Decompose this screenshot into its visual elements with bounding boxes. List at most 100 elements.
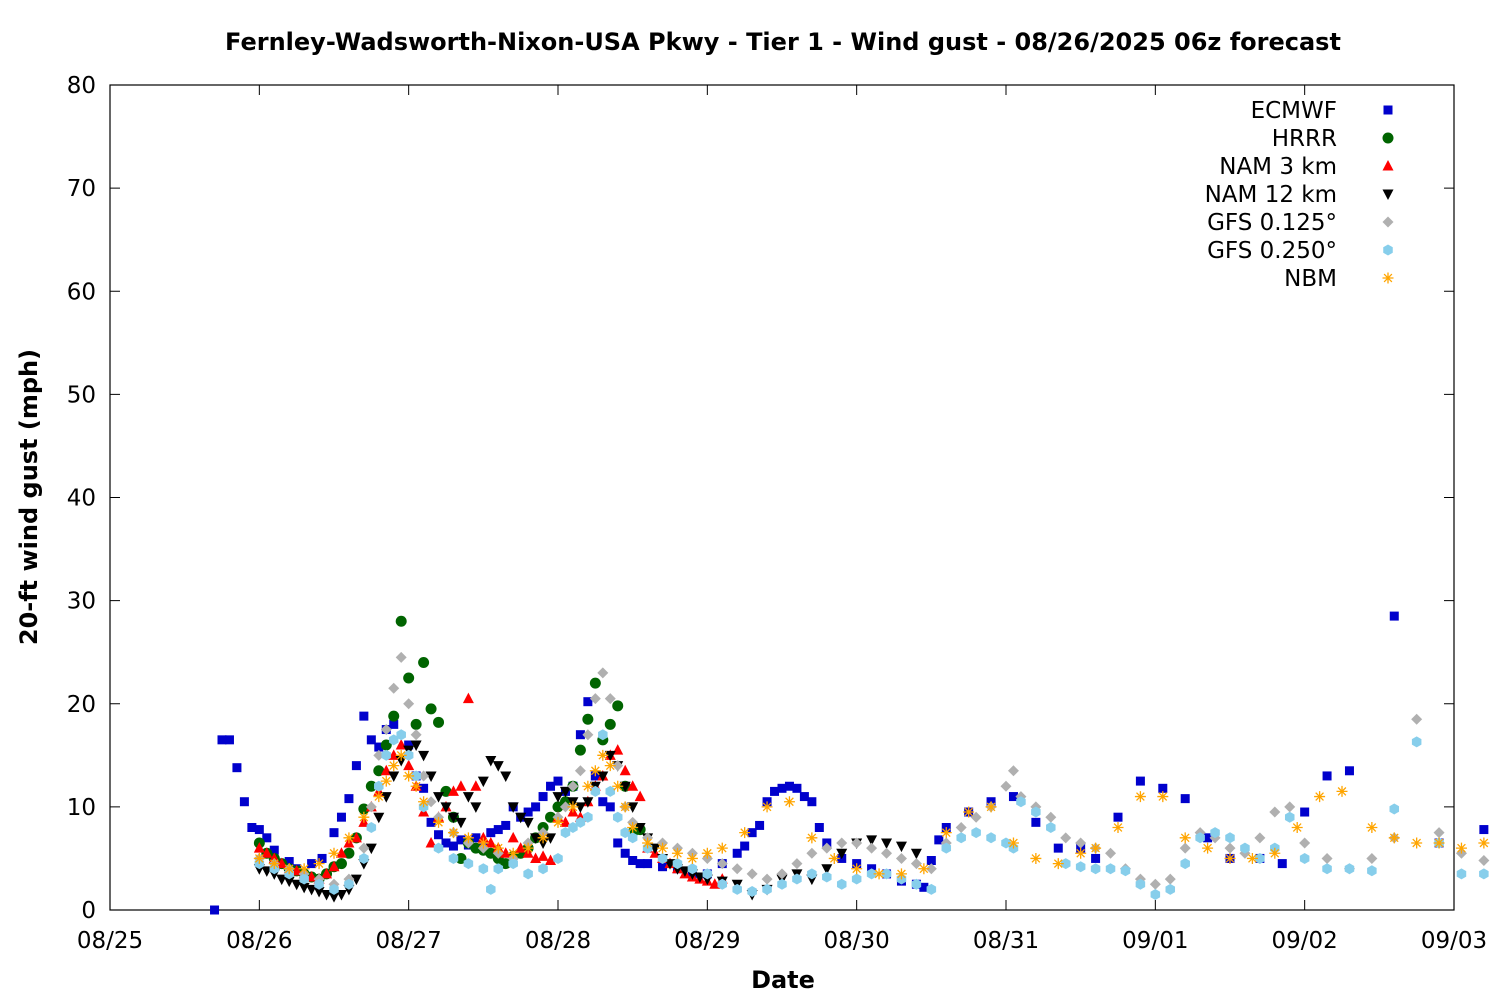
data-point [1291, 822, 1303, 833]
data-point [597, 667, 609, 679]
data-point [1479, 868, 1489, 880]
data-point [1150, 889, 1161, 901]
data-point [627, 822, 639, 833]
data-point [410, 780, 422, 792]
data-point [463, 858, 474, 870]
data-point [702, 868, 713, 880]
data-point [583, 811, 593, 823]
data-point [1135, 878, 1146, 890]
data-point [403, 698, 415, 710]
legend-label: NAM 3 km [1219, 154, 1337, 180]
x-tick-label: 08/25 [77, 928, 143, 954]
chart-title: Fernley-Wadsworth-Nixon-USA Pkwy - Tier … [225, 28, 1341, 56]
data-point [628, 856, 638, 865]
data-point [351, 761, 361, 771]
data-point [627, 802, 639, 813]
data-point [388, 710, 400, 722]
data-point [747, 885, 757, 897]
data-point [1046, 822, 1056, 833]
data-point [1052, 858, 1064, 870]
data-point [493, 863, 504, 875]
data-point [433, 716, 445, 728]
data-point [328, 847, 340, 859]
data-point [358, 811, 370, 823]
x-axis-label: Date [751, 966, 815, 994]
data-point [1001, 837, 1011, 849]
data-point [687, 863, 698, 875]
data-point [1060, 832, 1072, 844]
data-point [366, 735, 376, 745]
data-point [1321, 852, 1333, 864]
data-point [986, 832, 996, 844]
data-point [1210, 827, 1220, 839]
data-point [344, 878, 354, 890]
data-point [1164, 873, 1176, 885]
data-point [1366, 822, 1378, 833]
data-point [350, 831, 362, 843]
data-point [627, 832, 638, 844]
data-point [1284, 801, 1296, 813]
data-point [612, 760, 624, 772]
data-point [283, 863, 295, 875]
data-point [507, 802, 519, 813]
data-point [970, 811, 982, 823]
data-point [598, 729, 608, 741]
data-point [918, 863, 930, 875]
data-point [522, 817, 534, 829]
data-point [731, 863, 743, 875]
data-point [806, 832, 818, 844]
data-point [597, 771, 609, 782]
data-point [1075, 847, 1087, 859]
data-point [755, 820, 765, 830]
data-point [433, 842, 444, 854]
data-point [411, 770, 421, 782]
data-point [396, 729, 406, 741]
data-point [307, 859, 317, 869]
data-point [515, 812, 527, 824]
data-point [515, 842, 527, 853]
data-point [1075, 861, 1086, 873]
y-tick-label: 50 [67, 382, 96, 408]
data-point [1016, 796, 1026, 808]
y-tick-label: 70 [67, 176, 96, 202]
data-point [1411, 837, 1423, 849]
y-tick-label: 30 [67, 589, 96, 615]
data-point [395, 615, 407, 627]
data-point [239, 797, 249, 807]
data-point [380, 724, 392, 736]
data-point [598, 797, 608, 807]
data-point [770, 786, 780, 796]
data-point [1344, 863, 1355, 875]
data-point [523, 807, 533, 817]
data-point [895, 868, 907, 880]
data-point [1158, 783, 1168, 793]
data-point [321, 867, 333, 879]
data-point [284, 857, 294, 867]
data-point [530, 833, 542, 844]
data-point [1411, 713, 1423, 725]
legend-marker [1382, 132, 1394, 144]
data-point [343, 832, 355, 844]
data-point [1388, 832, 1400, 844]
data-point [1411, 736, 1422, 748]
data-point [671, 847, 683, 859]
y-tick-label: 20 [67, 692, 96, 718]
data-point [597, 749, 609, 761]
data-point [1165, 883, 1176, 895]
data-point [1224, 842, 1236, 854]
data-point [910, 858, 922, 870]
data-point [1455, 842, 1467, 854]
data-point [329, 883, 339, 895]
series-6 [253, 749, 1490, 880]
data-point [538, 792, 548, 802]
data-point [1336, 785, 1348, 797]
data-point [1031, 817, 1041, 827]
x-axis: 08/25 08/26 08/27 08/28 08/29 08/30 08/31 09/01… [77, 85, 1487, 954]
data-point [373, 791, 385, 803]
data-point [1180, 858, 1190, 870]
data-point [470, 780, 482, 791]
data-point [574, 802, 586, 813]
data-point [1322, 771, 1332, 781]
x-tick-label: 09/03 [1421, 928, 1487, 954]
series-4 [253, 651, 1490, 890]
